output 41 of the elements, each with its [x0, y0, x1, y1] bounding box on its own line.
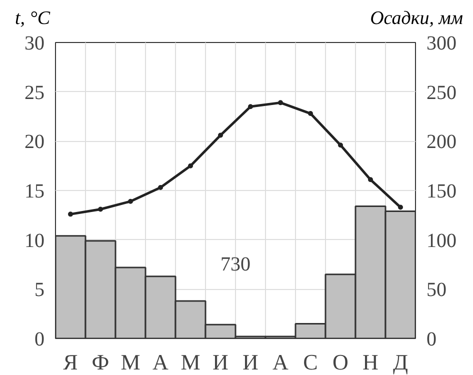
y2-tick-label: 300 — [426, 32, 456, 54]
x-tick-label: О — [332, 350, 348, 374]
point — [248, 104, 253, 110]
x-tick-label: Д — [392, 350, 408, 374]
x-tick-label: М — [120, 350, 140, 374]
x-tick-label: И — [212, 350, 229, 374]
x-tick-label: И — [242, 350, 259, 374]
point — [128, 198, 133, 204]
point — [158, 185, 163, 190]
y2-tick-label: 100 — [426, 230, 456, 252]
y2-axis-title: Осадки, мм — [370, 7, 463, 31]
x-tick-label: Я — [63, 350, 78, 374]
y-axis-title: t, °C — [15, 7, 50, 31]
y-tick-label: 25 — [24, 82, 44, 104]
annotation: 730 — [220, 253, 250, 276]
y2-tick-label: 0 — [426, 328, 436, 350]
y2-tick-label: 50 — [426, 279, 446, 302]
y-tick-label: 0 — [34, 328, 44, 350]
x-tick-label: Н — [362, 350, 379, 374]
x-tick-label: Ф — [92, 350, 110, 374]
y-tick-label: 20 — [24, 131, 44, 154]
point — [398, 204, 403, 210]
point — [308, 111, 313, 116]
point — [188, 163, 193, 168]
y-tick-label: 30 — [24, 32, 44, 54]
y-tick-label: 10 — [24, 230, 44, 252]
x-tick-label: А — [152, 350, 169, 374]
point — [278, 100, 283, 106]
y2-tick-label: 200 — [426, 131, 456, 154]
x-tick-label: М — [180, 350, 200, 374]
y2-tick-label: 250 — [426, 82, 456, 104]
x-tick-label: С — [303, 350, 318, 374]
point — [98, 206, 103, 212]
x-tick-label: А — [272, 350, 289, 374]
point — [218, 132, 223, 138]
y-tick-label: 5 — [34, 279, 44, 302]
y2-tick-label: 150 — [426, 180, 456, 202]
point — [68, 212, 73, 217]
point — [338, 142, 343, 148]
point — [368, 177, 373, 182]
y-tick-label: 15 — [24, 180, 44, 202]
